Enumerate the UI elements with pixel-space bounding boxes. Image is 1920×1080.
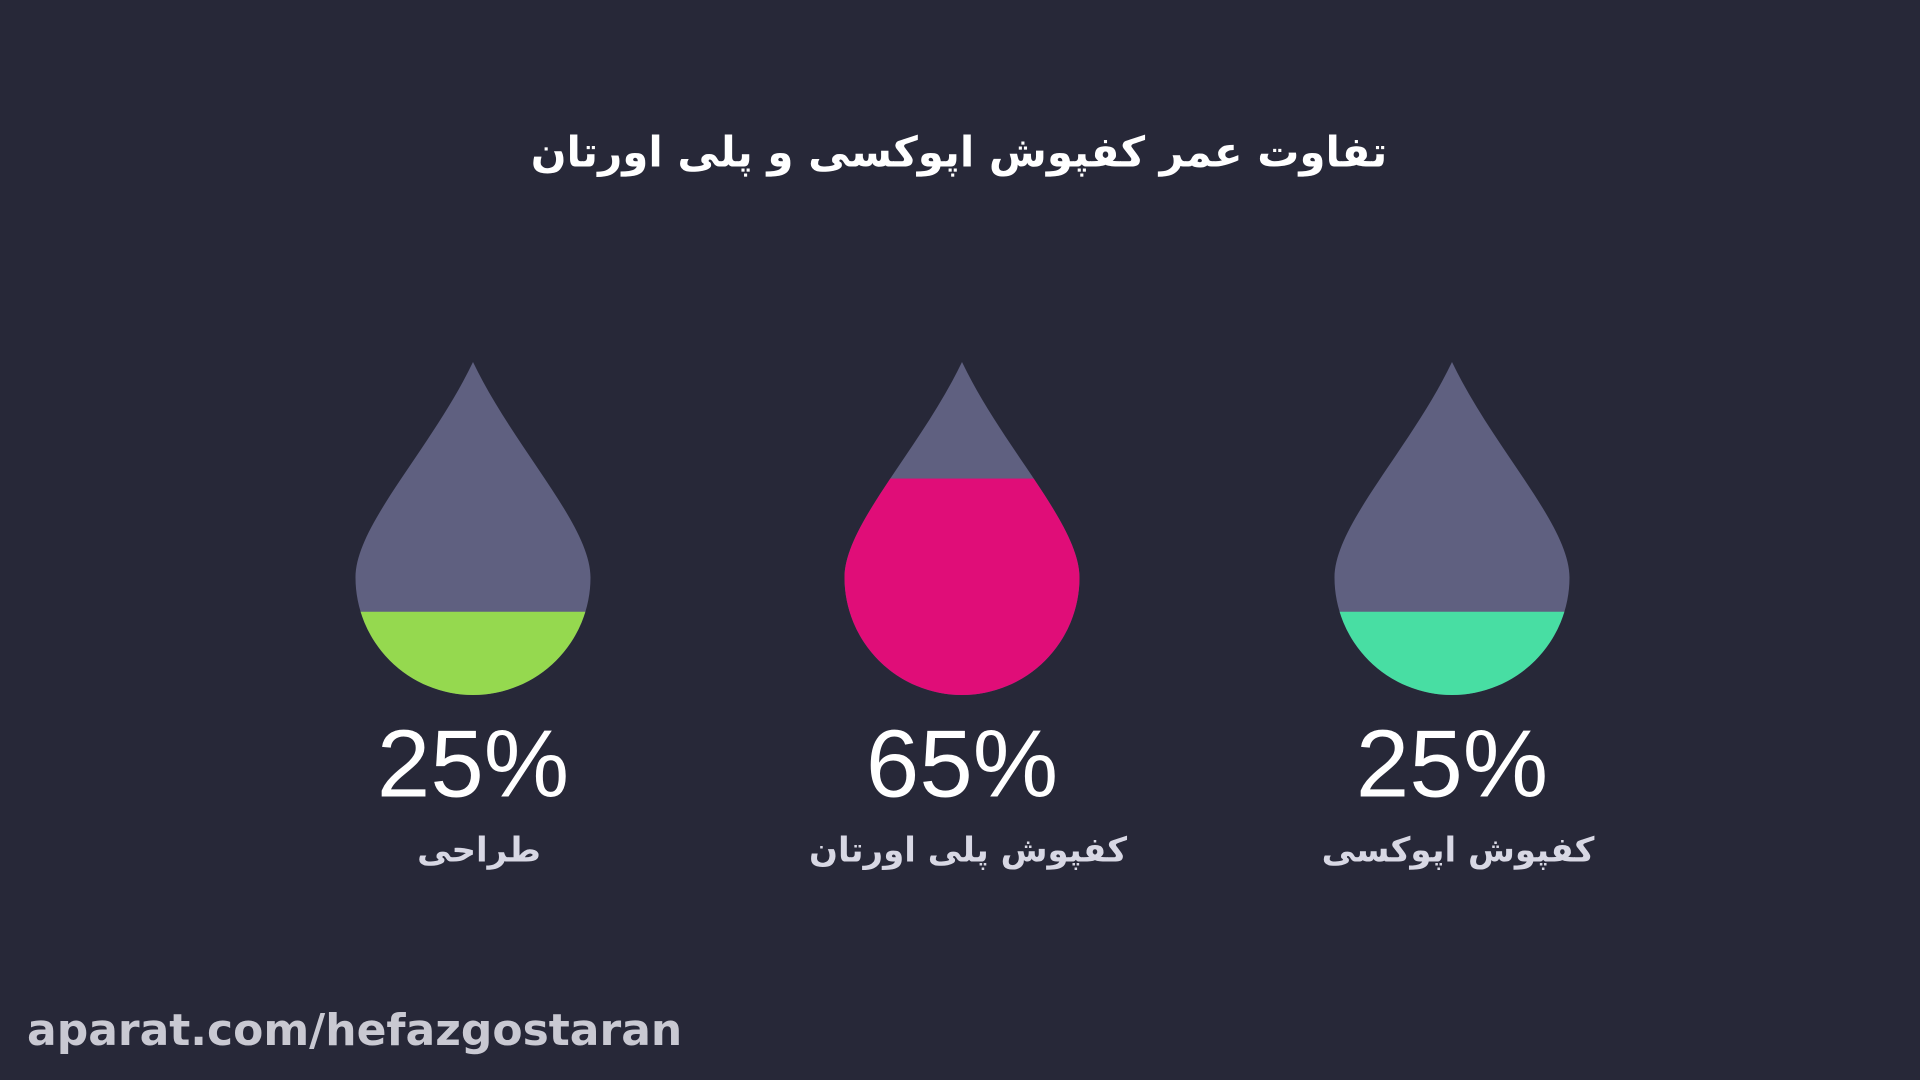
category-label: کفپوش اپوکسی [1322, 831, 1595, 871]
value-label: 25% [377, 710, 569, 817]
value-label: 25% [1356, 710, 1548, 817]
value-label: 65% [866, 710, 1058, 817]
category-label: طراحی [417, 831, 541, 871]
drop-fill [844, 478, 1080, 695]
category-label: کفپوش پلی اورتان [809, 831, 1127, 871]
chart-title: تفاوت عمر کفپوش اپوکسی و پلی اورتان [531, 128, 1388, 178]
watermark: aparat.com/hefazgostaran [27, 1005, 682, 1056]
